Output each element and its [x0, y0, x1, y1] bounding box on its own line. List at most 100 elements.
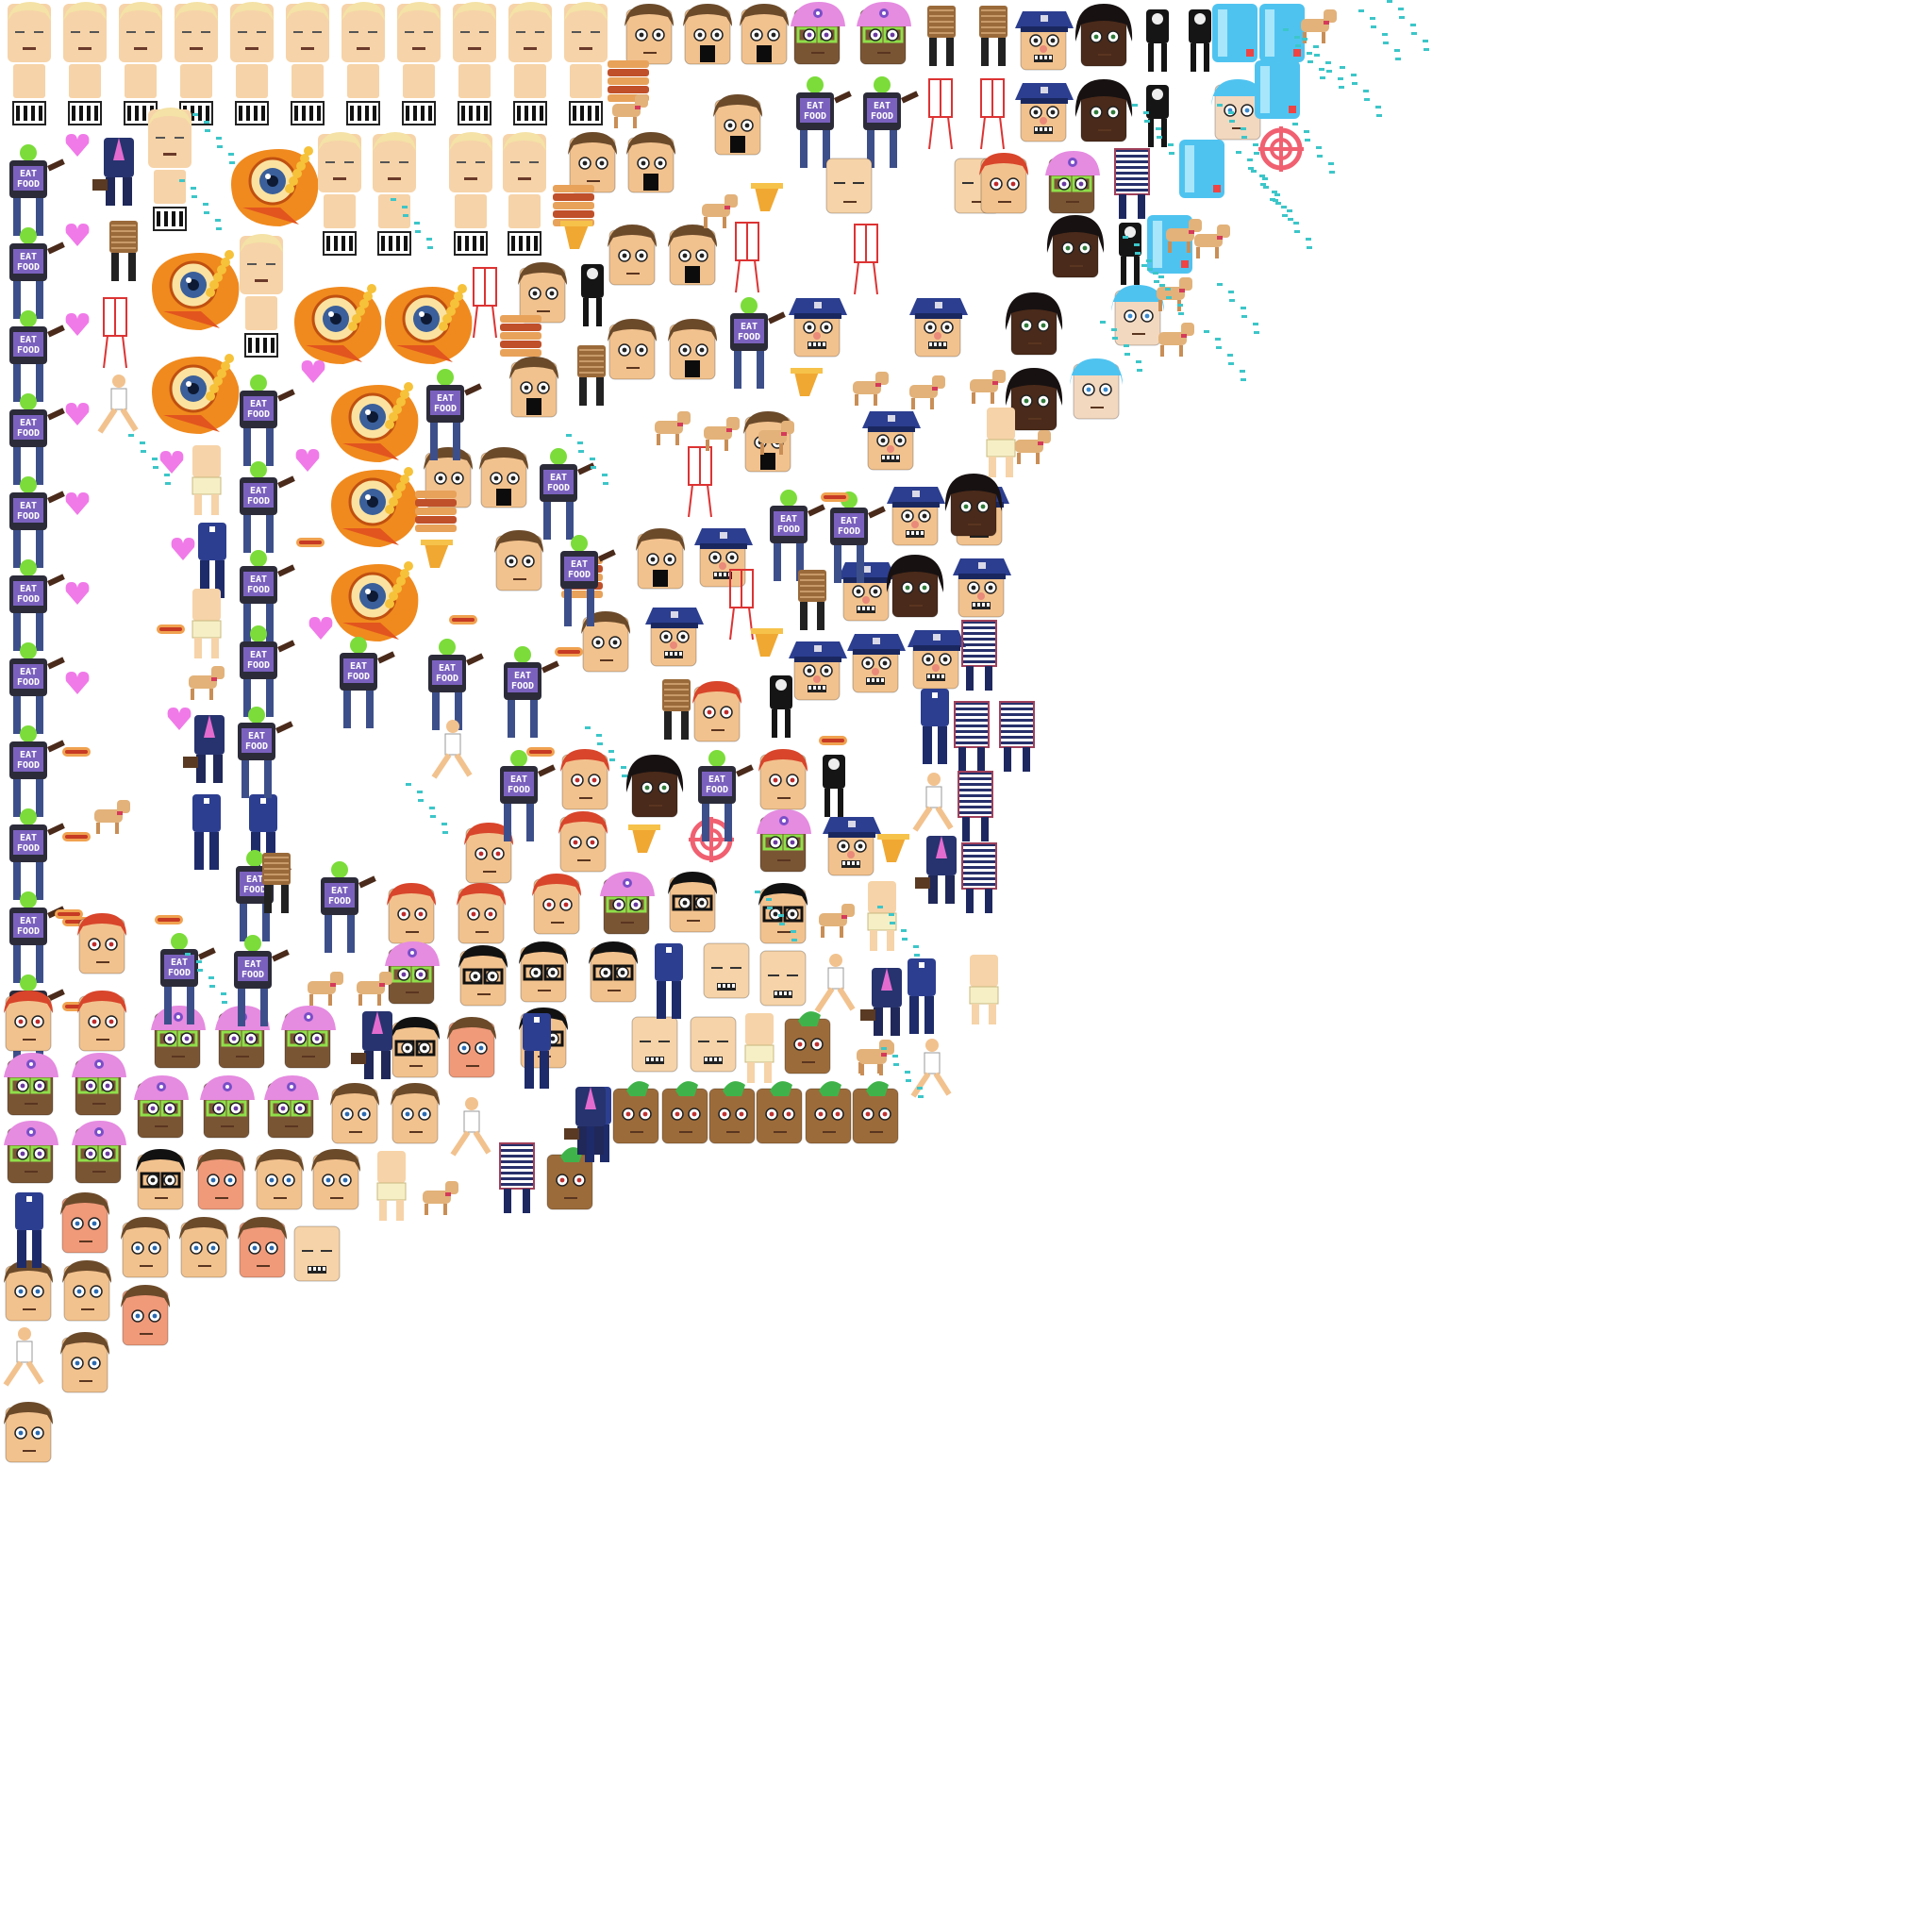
heart-icon — [65, 672, 90, 694]
tee-text-line-1: EAT — [250, 486, 267, 496]
skeleton-outline-body — [473, 267, 497, 339]
red-hair-boy-head — [464, 823, 513, 884]
tee-text-line-2: FOOD — [568, 570, 591, 580]
ice-block — [1179, 140, 1224, 198]
orange-legs-sprite — [628, 824, 660, 853]
cyan-splash-fx — [566, 434, 608, 485]
tee-text-line-1: EAT — [439, 663, 456, 674]
suit-man-body — [860, 968, 902, 1036]
skeleton-outline-body — [729, 569, 754, 641]
tee-text-line-1: EAT — [571, 559, 588, 570]
cyan-splash-fx — [881, 1047, 924, 1098]
cyan-splash-fx — [1236, 151, 1278, 202]
bald-man-body — [744, 1013, 774, 1083]
tee-text-line-1: EAT — [350, 661, 367, 672]
brown-hair-man-screaming — [713, 94, 762, 156]
orange-legs-sprite — [560, 221, 592, 249]
bald-man-body — [192, 589, 222, 658]
bald-man-sprite — [503, 132, 546, 256]
bald-man-sprite — [63, 2, 107, 125]
suit-man-body — [564, 1087, 606, 1155]
tee-text-line-1: EAT — [20, 169, 37, 179]
pink-cap-glasses-head — [4, 1121, 58, 1184]
red-hair-boy-head — [387, 883, 436, 944]
brown-hair-man-head — [740, 4, 789, 65]
skeleton-outline-body — [688, 446, 712, 518]
pink-cap-glasses-head — [72, 1121, 126, 1184]
ice-block — [1255, 60, 1300, 119]
skeleton-outline-body — [980, 78, 1005, 150]
dog-sprite — [612, 94, 648, 128]
tee-text-line-2: FOOD — [738, 332, 760, 342]
striped-shirt-body — [961, 620, 997, 691]
cyan-splash-fx — [1270, 198, 1312, 249]
police-officer-head — [789, 298, 847, 358]
cyan-splash-fx — [877, 906, 920, 957]
hot-dog-icon — [55, 909, 83, 919]
tee-text-line-2: FOOD — [242, 970, 264, 980]
police-officer-head — [887, 487, 945, 546]
brown-hair-man-head — [62, 1260, 111, 1322]
cyan-splash-fx — [1340, 66, 1382, 117]
heart-icon — [301, 360, 325, 383]
police-officer-body — [908, 958, 936, 1034]
pink-cap-glasses-head — [264, 1075, 319, 1139]
bald-man-sprite — [240, 234, 283, 358]
cyan-splash-fx — [1387, 0, 1429, 51]
dog-sprite — [702, 194, 738, 228]
skeleton-outline-body — [854, 224, 878, 295]
police-officer-head — [862, 411, 921, 471]
sweater-body — [109, 221, 138, 281]
dog-sprite — [189, 666, 225, 700]
sweater-body — [577, 345, 606, 406]
cyan-splash-fx — [1358, 9, 1401, 60]
tee-text-line-1: EAT — [20, 667, 37, 677]
cyan-splash-fx — [128, 434, 171, 485]
afro-woman-head — [1005, 368, 1063, 431]
hot-dog-icon — [821, 492, 849, 502]
tee-text-line-2: FOOD — [328, 896, 351, 907]
burger-stack — [608, 60, 649, 102]
bird-boss-sprite — [331, 467, 419, 547]
tee-text-line-2: FOOD — [871, 111, 893, 122]
dog-sprite — [704, 417, 740, 451]
bald-man-sprite — [175, 2, 218, 125]
pink-cap-glasses-head — [4, 1053, 58, 1116]
red-hair-boy-head — [560, 749, 609, 810]
mohawk-potato-head — [784, 1011, 831, 1074]
afro-woman-head — [1005, 292, 1063, 356]
bald-man-sprite — [8, 2, 51, 125]
bird-boss-sprite — [331, 382, 419, 462]
red-hair-boy-head — [4, 991, 53, 1052]
brown-hair-man-head — [447, 1017, 496, 1078]
tee-text-line-1: EAT — [20, 584, 37, 594]
heart-icon — [65, 492, 90, 515]
tee-text-line-1: EAT — [741, 322, 758, 332]
cyan-splash-fx — [406, 783, 448, 834]
tee-text-line-2: FOOD — [777, 525, 800, 535]
police-officer-body — [192, 794, 221, 870]
tee-text-line-2: FOOD — [168, 968, 191, 978]
pink-cap-glasses-head — [281, 1006, 336, 1069]
bird-boss-sprite — [294, 284, 382, 364]
brown-hair-man-head — [60, 1332, 109, 1393]
glasses-man-head — [136, 1149, 185, 1210]
tee-text-line-2: FOOD — [511, 681, 534, 691]
suit-man-body — [915, 836, 957, 904]
bald-man-head — [631, 1016, 678, 1073]
burger-stack — [500, 315, 541, 357]
heart-icon — [308, 617, 333, 640]
bald-man-sprite — [230, 2, 274, 125]
police-officer-head — [1015, 83, 1074, 142]
tee-text-line-2: FOOD — [247, 496, 270, 507]
orange-legs-sprite — [877, 834, 909, 862]
tee-text-line-1: EAT — [331, 886, 348, 896]
pink-cap-glasses-head — [791, 2, 845, 65]
